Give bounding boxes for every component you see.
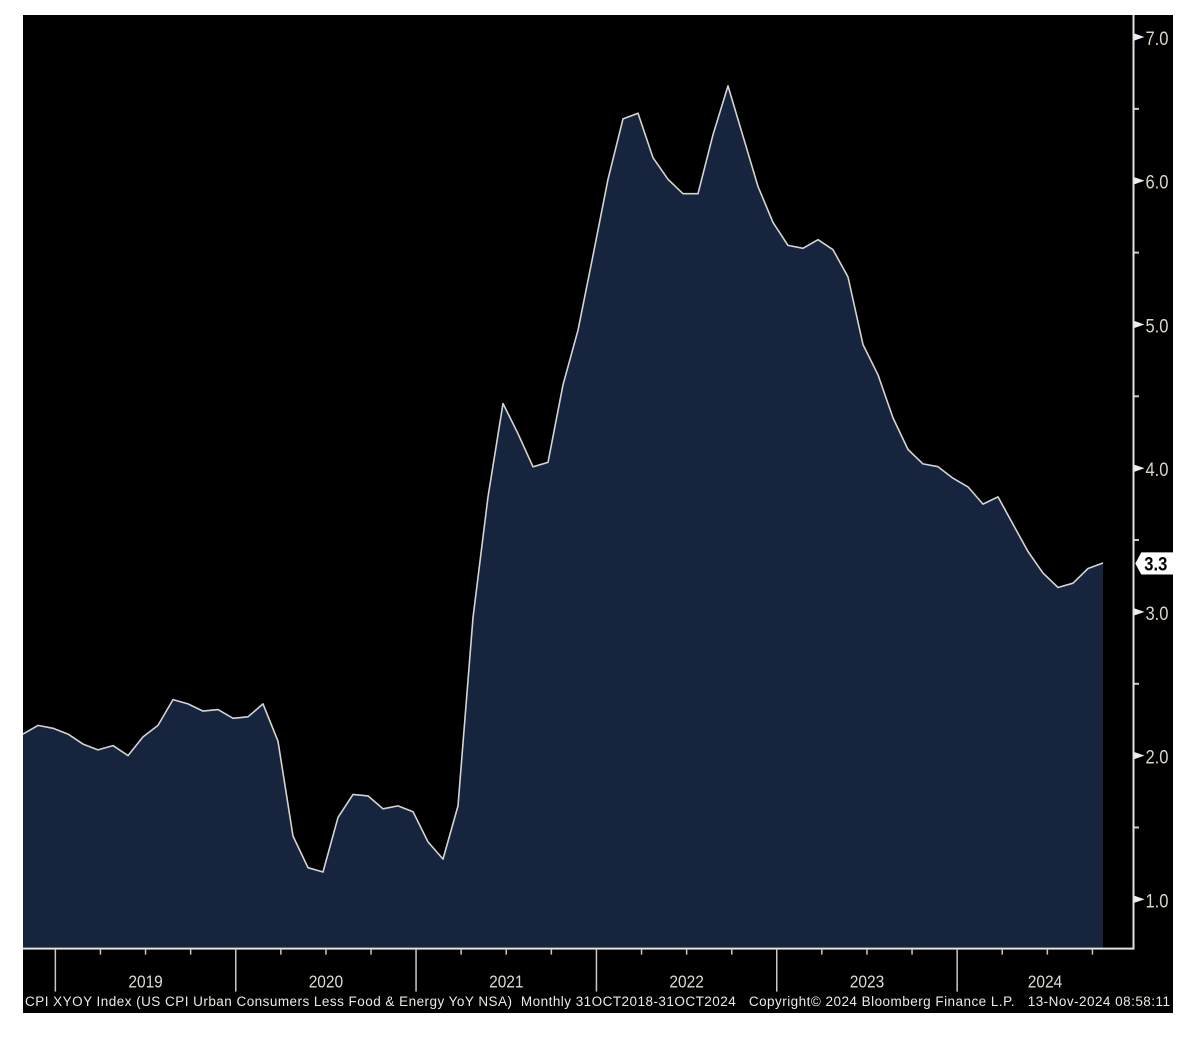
svg-text:1.0: 1.0 [1146,890,1169,911]
svg-text:2020: 2020 [309,971,343,991]
svg-text:3.3: 3.3 [1144,553,1167,574]
svg-text:6.0: 6.0 [1146,172,1169,193]
svg-text:5.0: 5.0 [1146,315,1169,336]
svg-text:2023: 2023 [850,971,884,991]
svg-text:3.0: 3.0 [1146,603,1169,624]
svg-text:2.0: 2.0 [1146,747,1169,768]
svg-text:7.0: 7.0 [1146,28,1169,49]
svg-text:2022: 2022 [669,971,703,991]
svg-text:2021: 2021 [489,971,523,991]
svg-text:2019: 2019 [128,971,162,991]
svg-text:4.0: 4.0 [1146,459,1169,480]
svg-text:2024: 2024 [1028,971,1062,991]
svg-text:CPI XYOY Index (US CPI Urban C: CPI XYOY Index (US CPI Urban Consumers L… [25,994,1170,1009]
